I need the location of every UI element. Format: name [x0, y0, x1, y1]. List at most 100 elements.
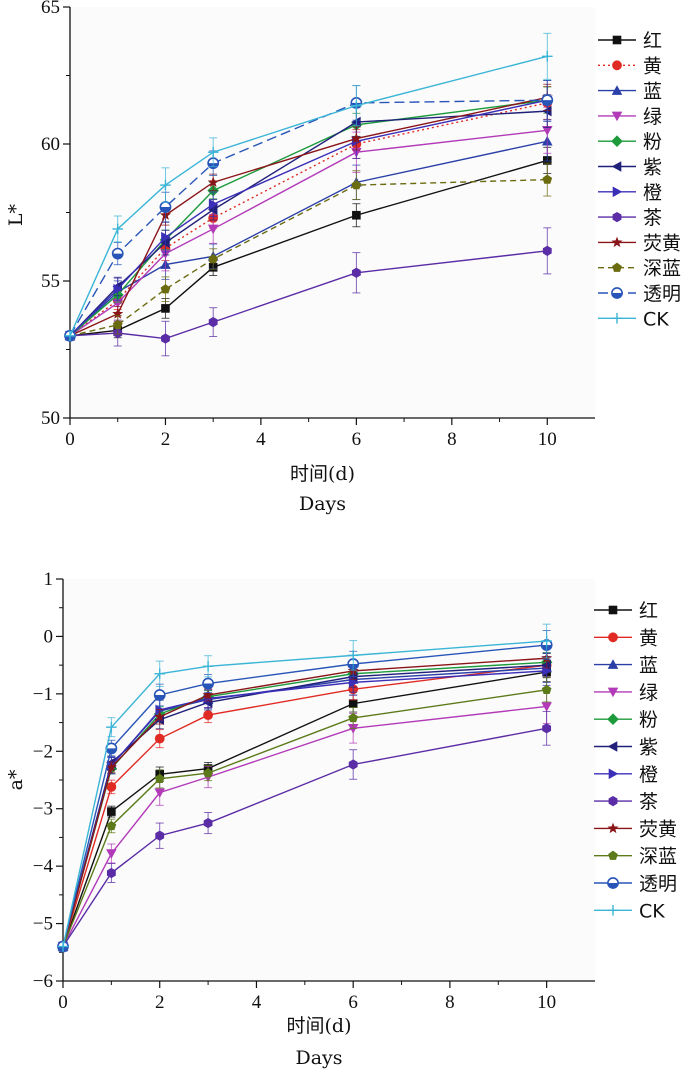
series-line [62, 644, 547, 947]
data-point-fill [112, 253, 123, 259]
series-line [69, 178, 548, 337]
chart-panel-bottom: 0 2 4 6 8 10 −6 −5 −4 −3 −2 −1 0 1 时间(d) Days a* 红黄蓝绿粉紫橙茶… [5, 569, 677, 1069]
data-point [153, 689, 166, 701]
legend-item: 绿 [594, 682, 658, 704]
data-point [159, 201, 172, 213]
data-point [160, 237, 170, 248]
data-point [207, 146, 219, 158]
legend-item: 荧黄 [598, 232, 681, 254]
data-point [160, 179, 171, 191]
legend-marker [608, 768, 619, 780]
legend-item: 透明 [594, 873, 677, 895]
data-point [541, 684, 552, 694]
data-point [112, 223, 124, 235]
x-tick-label: 10 [537, 992, 556, 1013]
x-tick-label: 8 [447, 429, 457, 450]
legend-label: 蓝 [639, 655, 658, 677]
data-point [202, 660, 214, 672]
x-tick-label: 4 [252, 992, 262, 1013]
legend-item: 紫 [594, 737, 658, 759]
data-point-fill [542, 100, 553, 106]
legend-marker [608, 632, 618, 643]
x-tick-label: 4 [256, 429, 266, 450]
legend-item: 橙 [594, 764, 658, 786]
data-point [541, 94, 554, 107]
legend-item: 茶 [594, 791, 658, 813]
data-point [154, 788, 166, 798]
legend-label: 绿 [639, 682, 658, 704]
legend-label: 红 [639, 600, 658, 622]
legend-label: 紫 [639, 737, 658, 759]
legend-marker [612, 262, 622, 272]
legend-label: 茶 [643, 207, 662, 229]
data-point [542, 723, 552, 734]
data-point [160, 284, 171, 294]
legend-marker [612, 212, 622, 223]
data-point-fill [106, 748, 117, 754]
legend-marker [611, 85, 623, 95]
legend-item: 透明 [598, 283, 681, 305]
data-point [154, 711, 166, 722]
x-axis-title: 时间(d) [290, 463, 355, 485]
x-axis-title-en: Days [299, 493, 346, 515]
legend-marker [611, 161, 622, 172]
legend-label: 蓝 [643, 81, 662, 103]
data-point [202, 677, 214, 690]
y-tick-label: 1 [44, 569, 54, 590]
y-tick-label: −4 [33, 856, 54, 877]
plot-area [63, 579, 595, 981]
x-tick-label: 6 [348, 992, 358, 1013]
data-point [154, 773, 165, 783]
legend-label: 茶 [639, 791, 658, 813]
data-point [111, 247, 124, 260]
x-tick-label: 6 [352, 429, 362, 450]
data-point-fill [202, 683, 214, 689]
legend-item: 荧黄 [594, 818, 677, 840]
data-point [202, 689, 214, 700]
legend-item: 橙 [598, 182, 662, 204]
legend-item: CK [594, 900, 665, 922]
legend-label: 粉 [639, 709, 658, 731]
data-point [161, 333, 170, 344]
series-CK [64, 32, 553, 342]
series-line [69, 99, 548, 337]
legend-label: 红 [643, 30, 662, 52]
legend-marker [612, 35, 622, 45]
data-point [106, 721, 117, 733]
legend-item: 红 [598, 30, 662, 52]
series-line [69, 55, 548, 337]
legend-item: 蓝 [594, 655, 658, 677]
legend-label: 深蓝 [639, 846, 677, 868]
x-tick-label: 8 [445, 992, 455, 1013]
data-point [113, 283, 124, 295]
data-point [350, 132, 362, 144]
legend-marker [608, 605, 618, 615]
legend-label: 荧黄 [643, 232, 681, 254]
y-tick-label: 50 [41, 408, 60, 429]
data-point [161, 304, 170, 313]
data-point [203, 817, 213, 829]
legend-item: 红 [594, 600, 658, 622]
data-point [207, 176, 219, 188]
legend-marker [611, 236, 623, 248]
y-tick-label: 65 [41, 0, 60, 18]
series-line [62, 689, 547, 947]
y-tick-label: 0 [44, 626, 54, 647]
y-tick-label: −3 [33, 799, 53, 820]
legend-item: 黄 [594, 627, 658, 649]
data-point [348, 699, 358, 708]
legend-marker [607, 905, 619, 916]
data-point [351, 180, 362, 190]
data-point [207, 204, 218, 216]
legend-marker [612, 186, 623, 198]
x-tick-label: 0 [58, 992, 68, 1013]
data-point [64, 330, 76, 342]
legend-item: 黄 [598, 55, 662, 77]
legend-marker [608, 850, 618, 860]
series-line [69, 102, 548, 337]
series-line [62, 640, 547, 947]
plot-area [70, 7, 595, 418]
data-point [154, 733, 165, 744]
